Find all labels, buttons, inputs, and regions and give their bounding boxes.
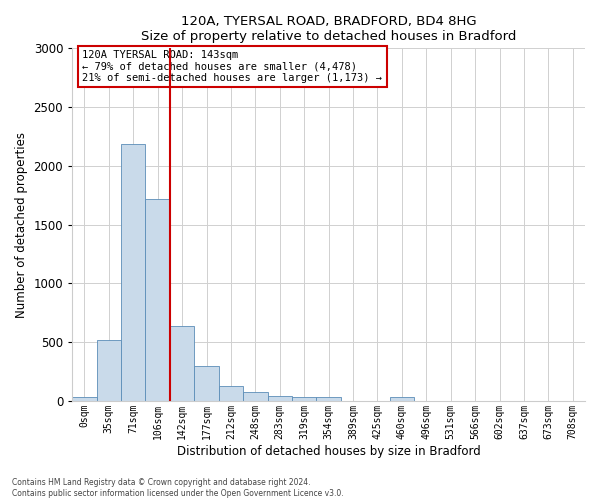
Bar: [268, 396, 292, 401]
Bar: [121, 144, 145, 401]
Bar: [243, 392, 268, 401]
Bar: [194, 366, 219, 401]
Bar: [145, 199, 170, 401]
Text: Contains HM Land Registry data © Crown copyright and database right 2024.
Contai: Contains HM Land Registry data © Crown c…: [12, 478, 344, 498]
Title: 120A, TYERSAL ROAD, BRADFORD, BD4 8HG
Size of property relative to detached hous: 120A, TYERSAL ROAD, BRADFORD, BD4 8HG Si…: [141, 15, 516, 43]
Bar: [72, 398, 97, 401]
Bar: [97, 340, 121, 401]
X-axis label: Distribution of detached houses by size in Bradford: Distribution of detached houses by size …: [177, 444, 481, 458]
Y-axis label: Number of detached properties: Number of detached properties: [15, 132, 28, 318]
Bar: [170, 326, 194, 401]
Text: 120A TYERSAL ROAD: 143sqm
← 79% of detached houses are smaller (4,478)
21% of se: 120A TYERSAL ROAD: 143sqm ← 79% of detac…: [82, 50, 382, 84]
Bar: [316, 397, 341, 401]
Bar: [292, 397, 316, 401]
Bar: [219, 386, 243, 401]
Bar: [389, 398, 414, 401]
